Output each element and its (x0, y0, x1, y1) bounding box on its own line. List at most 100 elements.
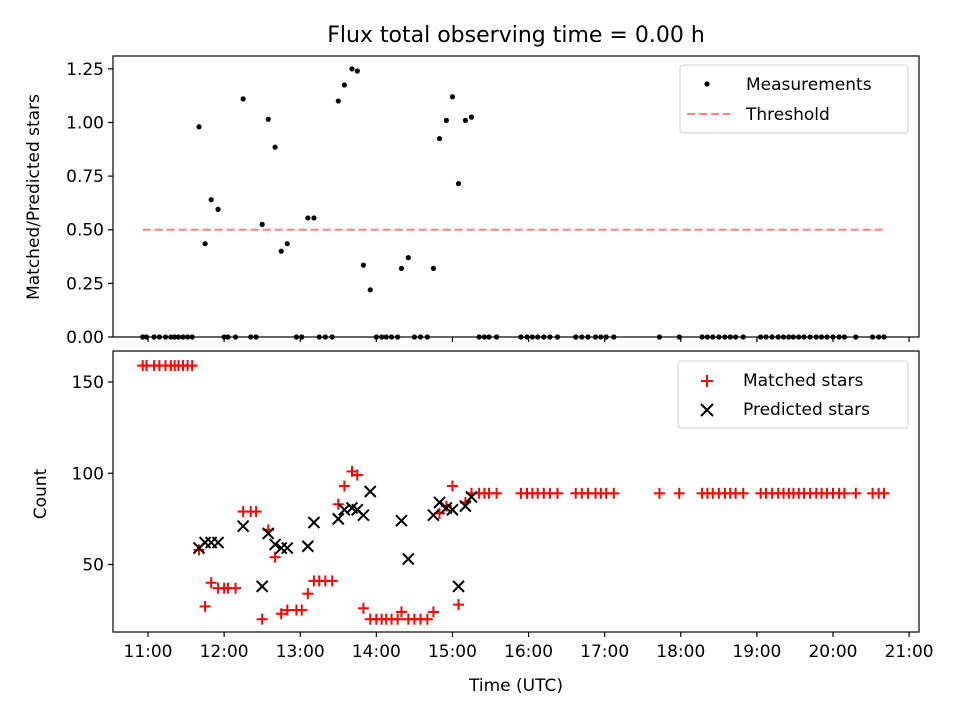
count-panel-frame (112, 350, 920, 633)
matched-star-point (199, 600, 211, 612)
measurement-point (405, 255, 411, 261)
matched-star-point (491, 487, 503, 499)
measurement-point (196, 124, 202, 130)
count-legend-box (677, 360, 909, 429)
matched-star-point (256, 613, 268, 625)
ratio-panel-ylabel: Matched/Predicted stars (24, 94, 44, 300)
predicted-star-point (236, 519, 250, 533)
matched-star-point (878, 487, 890, 499)
predicted-star-point (211, 536, 225, 549)
matched-star-point (326, 575, 338, 587)
count-panel: 50 100 150 11:00 12:00 13:00 14:00 15:00 16:00 17… (31, 350, 934, 696)
matched-star-point (275, 608, 287, 620)
measurement-point (265, 116, 271, 122)
count-panel-ticks: 50 100 150 11:00 12:00 13:00 14:00 15:00 16:00 17… (72, 373, 934, 662)
count-ytick-label: 100 (72, 464, 104, 484)
matched-star-point (446, 480, 458, 492)
count-xtick-label: 12:00 (200, 642, 249, 662)
count-panel-marks (137, 360, 890, 625)
ratio-panel-frame (112, 55, 920, 338)
predicted-star-point (357, 509, 370, 522)
matched-star-point (850, 487, 862, 499)
legend-predicted-label: Predicted stars (743, 400, 870, 420)
measurement-point (462, 117, 468, 123)
matched-star-point (338, 480, 350, 492)
count-xtick-label: 16:00 (504, 642, 553, 662)
matched-star-point (737, 487, 749, 499)
matched-star-point (250, 506, 262, 518)
count-xtick-label: 21:00 (885, 642, 934, 662)
measurement-point (455, 181, 462, 187)
matched-star-point (357, 602, 369, 614)
matched-star-point (351, 469, 363, 481)
count-xtick-label: 13:00 (276, 642, 325, 662)
predicted-star-point (332, 512, 345, 526)
matched-star-point (421, 613, 433, 625)
matched-star-point (205, 577, 217, 589)
count-xtick-label: 20:00 (808, 642, 857, 662)
x-axis-label: Time (UTC) (468, 676, 563, 696)
matched-star-point (673, 487, 685, 499)
predicted-star-point (452, 580, 465, 593)
measurement-point (354, 68, 360, 74)
measurement-point (360, 262, 367, 268)
measurement-point (367, 287, 373, 293)
ratio-panel-ticks: 0.00 0.25 0.50 0.75 1.00 1.25 (66, 60, 910, 348)
ratio-legend-box (679, 64, 909, 134)
predicted-star-point (268, 538, 282, 551)
measurement-point (341, 82, 347, 88)
matched-star-point (193, 544, 205, 556)
measurement-point (335, 98, 341, 104)
measurement-point (468, 114, 475, 120)
predicted-star-point (395, 514, 408, 527)
count-xtick-label: 11:00 (124, 642, 173, 662)
matched-star-point (302, 588, 314, 600)
measurement-point (259, 221, 265, 227)
ratio-ytick-label: 1.00 (66, 113, 104, 133)
count-xtick-label: 18:00 (656, 642, 705, 662)
measurement-point (240, 96, 246, 102)
legend-threshold-label: Threshold (745, 105, 830, 125)
legend-measurements-marker (704, 81, 710, 87)
count-xtick-label: 19:00 (732, 642, 781, 662)
predicted-star-point (446, 503, 459, 516)
measurement-point (443, 117, 449, 123)
ratio-panel: 0.00 0.25 0.50 0.75 1.00 1.25 Matched/Predict… (24, 55, 920, 348)
legend-measurements-label: Measurements (746, 75, 872, 95)
ratio-ytick-label: 0.50 (66, 221, 104, 241)
count-ytick-label: 150 (72, 373, 104, 393)
matched-star-point (453, 599, 465, 611)
ratio-legend: Measurements Threshold (679, 64, 909, 134)
matched-star-point (427, 606, 439, 618)
predicted-star-point (338, 503, 351, 516)
predicted-star-point (465, 490, 478, 504)
ratio-ytick-label: 0.25 (66, 274, 104, 294)
measurement-point (202, 241, 208, 247)
predicted-star-point (255, 580, 269, 593)
measurement-point (215, 206, 221, 212)
predicted-star-point (262, 527, 275, 540)
count-xtick-label: 17:00 (580, 642, 629, 662)
matched-star-point (395, 606, 407, 618)
ratio-ytick-label: 0.00 (66, 328, 104, 348)
count-xtick-label: 15:00 (428, 642, 477, 662)
legend-predicted-marker (700, 403, 714, 417)
measurement-point (305, 215, 311, 221)
predicted-star-point (459, 499, 472, 513)
matched-star-point (653, 487, 665, 499)
count-ytick-label: 50 (82, 555, 104, 575)
measurement-point (436, 135, 443, 142)
legend-matched-label: Matched stars (743, 371, 863, 391)
measurement-point (349, 66, 355, 72)
count-legend: Matched stars Predicted stars (677, 360, 909, 429)
measurement-point (311, 215, 317, 221)
figure-title: Flux total observing time = 0.00 h (327, 23, 705, 48)
measurement-point (208, 197, 214, 203)
measurement-point (430, 265, 437, 271)
predicted-star-point (281, 541, 294, 555)
matched-star-point (551, 487, 563, 499)
predicted-star-point (364, 485, 377, 498)
matched-star-point (230, 582, 242, 594)
predicted-star-point (402, 552, 415, 566)
